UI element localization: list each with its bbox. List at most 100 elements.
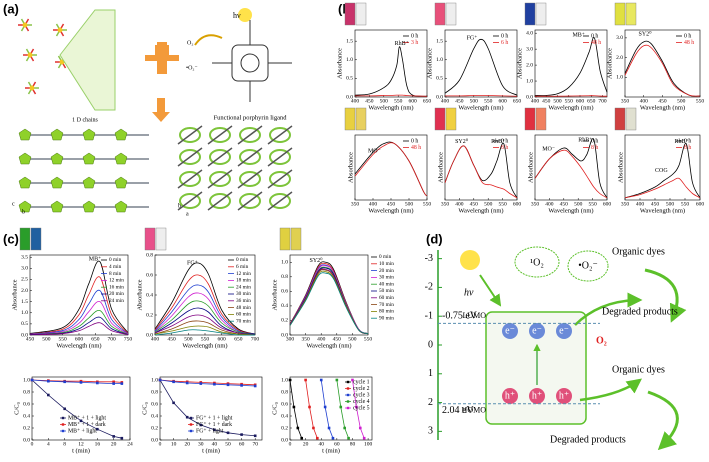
- plot-frame: [444, 29, 518, 98]
- chain-node: [57, 27, 63, 33]
- legend-label: 50 min: [379, 288, 394, 294]
- linker: [207, 169, 233, 189]
- arrow: [479, 274, 502, 307]
- legend-label: 12 min: [236, 271, 251, 277]
- x-tick-label: 40: [212, 441, 218, 447]
- legend-marker: [61, 429, 65, 433]
- plot-frame: [444, 134, 518, 201]
- x-tick-label: 450: [560, 201, 569, 207]
- data-point: [339, 405, 343, 409]
- y-tick-label: 0.6: [151, 401, 158, 407]
- x-tick-label: 16: [95, 441, 101, 447]
- legend-label: 0 h: [411, 138, 418, 144]
- data-point: [288, 378, 292, 382]
- plot-frame: [354, 29, 428, 98]
- x-tick-label: 50: [225, 441, 231, 447]
- data-point: [172, 401, 175, 405]
- x-tick-label: 500: [184, 336, 193, 342]
- series-line: [289, 268, 369, 334]
- plot-frame: [159, 376, 263, 441]
- pore: [239, 171, 261, 187]
- x-axis-label: Wavelength (nm): [640, 104, 685, 111]
- series-line: [336, 379, 349, 439]
- series-line: [624, 40, 701, 97]
- annotation: FG⁺: [467, 34, 478, 41]
- vial-photo: [445, 2, 457, 26]
- hole-label: h⁺: [559, 390, 569, 401]
- x-axis-label: t (min): [72, 447, 90, 454]
- vial-photo: [344, 2, 356, 26]
- y-tick-label: 1.0: [616, 75, 623, 81]
- mof-lattice: [18, 125, 293, 213]
- vial-photo: [434, 107, 446, 131]
- x-tick-label: 750: [124, 336, 133, 342]
- x-tick-label: 500: [677, 98, 686, 104]
- legend-label: 18 min: [236, 278, 251, 284]
- linker: [55, 206, 85, 208]
- series-line: [444, 38, 518, 96]
- x-tick-label: 600: [603, 201, 612, 207]
- y-axis-label: Absorbance: [136, 279, 143, 310]
- energy-tick-label: 1: [428, 368, 433, 379]
- pore: [269, 193, 291, 209]
- x-tick-label: 20: [184, 441, 190, 447]
- vial-photo: [625, 107, 637, 131]
- x-tick-label: 600: [576, 98, 585, 104]
- data-point: [292, 405, 296, 409]
- x-tick-label: 400: [636, 201, 645, 207]
- level-name: LUMO: [462, 311, 486, 320]
- data-point: [63, 407, 66, 411]
- level-value: -0.75 eV: [442, 311, 478, 322]
- series-line: [154, 262, 256, 335]
- vial-photo: [524, 2, 536, 26]
- data-point: [96, 427, 99, 431]
- metal-cluster: [50, 176, 64, 189]
- linker: [177, 169, 203, 189]
- hole: [502, 388, 518, 404]
- x-tick-label: 0: [159, 441, 162, 447]
- data-point: [308, 405, 311, 409]
- y-tick-label: 0.2: [281, 425, 288, 431]
- metal-cluster: [82, 200, 96, 213]
- legend-label: cycle 3: [353, 392, 370, 398]
- legend-marker: [346, 400, 350, 403]
- annotation: FG⁺: [187, 259, 198, 266]
- pore: [239, 193, 261, 209]
- data-point: [185, 415, 189, 419]
- electron: [556, 323, 572, 339]
- vial-photo: [144, 227, 156, 251]
- x-tick-label: 550: [588, 201, 597, 207]
- x-tick-label: 10: [171, 441, 177, 447]
- arrow: [647, 390, 679, 451]
- series-line: [29, 316, 129, 335]
- series-line: [534, 37, 608, 96]
- hole-label: h⁺: [505, 390, 515, 401]
- data-point: [358, 426, 362, 430]
- energy-tick-label: -3: [425, 253, 433, 264]
- x-tick-label: 100: [364, 441, 373, 447]
- x-tick-label: 500: [484, 201, 493, 207]
- sun-icon: [238, 8, 252, 22]
- y-tick-label: 0.4: [281, 303, 288, 309]
- y-axis-label: C/C₀: [13, 402, 20, 415]
- energy-tick-label: 2: [428, 397, 433, 408]
- y-tick-label: 4.0: [526, 30, 533, 36]
- x-tick-label: 650: [587, 98, 596, 104]
- data-point: [112, 382, 115, 385]
- x-tick-label: 500: [42, 336, 51, 342]
- y-axis-label: Absorbance: [271, 279, 278, 310]
- x-tick-label: 12: [78, 441, 84, 447]
- y-axis-label: Absorbance: [347, 152, 354, 183]
- linker: [267, 147, 293, 167]
- data-point: [331, 436, 335, 440]
- linker: [177, 125, 203, 145]
- data-point: [63, 380, 66, 384]
- y-tick-label: 0.0: [151, 437, 158, 443]
- series-line: [444, 142, 518, 199]
- linker: [23, 206, 53, 208]
- x-tick-label: 40: [318, 441, 324, 447]
- x-tick-label: 550: [423, 201, 432, 207]
- data-point: [79, 419, 83, 423]
- data-point: [296, 426, 300, 430]
- x-tick-label: 20: [303, 441, 309, 447]
